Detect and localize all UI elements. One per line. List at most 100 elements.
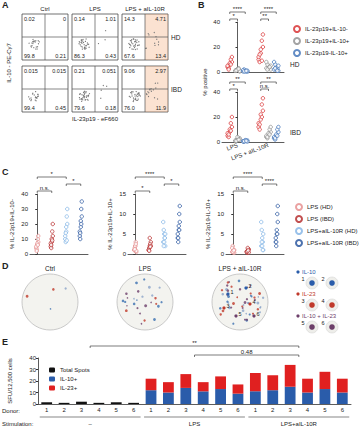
svg-text:LPS: LPS — [89, 6, 100, 12]
svg-text:40: 40 — [213, 19, 220, 25]
svg-text:86.3: 86.3 — [74, 53, 85, 59]
svg-text:5: 5 — [323, 407, 327, 413]
svg-text:5: 5 — [219, 407, 223, 413]
svg-text:30: 30 — [21, 206, 28, 212]
svg-text:IL-23p19-IL-10+: IL-23p19-IL-10+ — [305, 50, 348, 56]
svg-text:40: 40 — [21, 191, 28, 197]
svg-text:15: 15 — [217, 191, 224, 197]
svg-text:79.6: 79.6 — [74, 105, 85, 111]
svg-text:A: A — [2, 0, 9, 10]
svg-text:5: 5 — [123, 231, 127, 237]
svg-text:LPS (HD): LPS (HD) — [307, 204, 333, 210]
svg-text:C: C — [2, 167, 9, 177]
svg-text:0.18: 0.18 — [105, 105, 116, 111]
svg-text:LPS: LPS — [189, 421, 200, 427]
svg-text:3: 3 — [184, 407, 188, 413]
svg-text:1.01: 1.01 — [105, 16, 116, 22]
svg-text:% IL-23p19+IL-10+: % IL-23p19+IL-10+ — [107, 198, 113, 250]
svg-text:20: 20 — [21, 221, 28, 227]
svg-text:HD: HD — [171, 34, 181, 41]
svg-text:Donor:: Donor: — [2, 408, 20, 414]
svg-text:20: 20 — [213, 114, 220, 120]
svg-text:3: 3 — [227, 303, 230, 309]
svg-text:n.s.: n.s. — [260, 83, 270, 89]
svg-text:0.015: 0.015 — [52, 68, 66, 74]
svg-text:10: 10 — [217, 211, 224, 217]
svg-text:67.6: 67.6 — [124, 53, 135, 59]
svg-text:*: * — [232, 83, 235, 89]
svg-text:0.015: 0.015 — [24, 68, 38, 74]
svg-text:15: 15 — [119, 191, 126, 197]
svg-text:****: **** — [265, 178, 275, 184]
svg-text:30: 30 — [29, 367, 36, 373]
svg-text:IL-23+: IL-23+ — [60, 385, 78, 391]
svg-text:****: **** — [145, 171, 155, 177]
svg-text:1: 1 — [149, 407, 153, 413]
svg-text:**: ** — [192, 340, 197, 346]
svg-text:Ctrl: Ctrl — [40, 6, 49, 12]
svg-text:6: 6 — [132, 407, 136, 413]
svg-text:0.48: 0.48 — [241, 349, 253, 355]
svg-text:*: * — [170, 178, 173, 184]
svg-text:****: **** — [233, 6, 243, 12]
svg-text:0.21: 0.21 — [74, 68, 85, 74]
svg-text:2.97: 2.97 — [155, 68, 166, 74]
svg-text:20: 20 — [29, 378, 36, 384]
svg-text:n.s.: n.s. — [236, 185, 246, 191]
svg-text:****: **** — [243, 171, 253, 177]
svg-text:0: 0 — [63, 16, 66, 22]
svg-text:IL-23p19 - eF660: IL-23p19 - eF660 — [72, 116, 119, 122]
svg-text:4: 4 — [202, 407, 206, 413]
svg-text:IL-10+: IL-10+ — [60, 376, 78, 382]
svg-text:6: 6 — [257, 311, 260, 317]
svg-text:2: 2 — [62, 407, 66, 413]
svg-text:0: 0 — [123, 251, 127, 257]
svg-text:LPS+aIL-10R (IBD): LPS+aIL-10R (IBD) — [307, 240, 359, 246]
svg-text:3: 3 — [80, 407, 84, 413]
svg-text:B: B — [198, 0, 205, 10]
svg-text:4: 4 — [306, 407, 310, 413]
svg-text:*: * — [141, 185, 144, 191]
svg-text:2: 2 — [249, 283, 252, 289]
svg-text:76.0: 76.0 — [124, 105, 135, 111]
svg-text:10: 10 — [29, 390, 36, 396]
svg-text:LPS+aIL-10R (HD): LPS+aIL-10R (HD) — [307, 228, 358, 234]
svg-text:n.s.: n.s. — [40, 185, 50, 191]
svg-text:5: 5 — [301, 320, 304, 326]
svg-text:% positive: % positive — [202, 68, 208, 96]
svg-text:5: 5 — [239, 311, 242, 317]
svg-text:IL-10 - PE-Cy7: IL-10 - PE-Cy7 — [6, 43, 12, 83]
svg-text:Total Spots: Total Spots — [60, 367, 90, 373]
svg-text:4: 4 — [321, 298, 324, 304]
svg-text:0.45: 0.45 — [55, 105, 66, 111]
svg-text:*: * — [232, 13, 235, 19]
svg-text:HD: HD — [290, 61, 300, 68]
svg-text:2: 2 — [167, 407, 171, 413]
svg-text:1: 1 — [45, 407, 49, 413]
svg-text:IL-23: IL-23 — [302, 291, 316, 297]
svg-text:6: 6 — [236, 407, 240, 413]
svg-text:0: 0 — [217, 139, 221, 145]
svg-text:0: 0 — [25, 251, 29, 257]
svg-text:% IL-23p19-IL-10+: % IL-23p19-IL-10+ — [205, 199, 211, 249]
svg-text:E: E — [2, 337, 8, 347]
svg-text:10: 10 — [119, 211, 126, 217]
svg-text:0: 0 — [221, 251, 225, 257]
svg-text:4: 4 — [253, 299, 256, 305]
svg-text:6: 6 — [341, 407, 345, 413]
svg-text:**: ** — [235, 76, 240, 82]
svg-text:LPS (IBD): LPS (IBD) — [307, 216, 334, 222]
svg-text:99.4: 99.4 — [24, 105, 35, 111]
svg-text:40: 40 — [29, 355, 36, 361]
svg-text:LPS+aIL-10R: LPS+aIL-10R — [281, 421, 318, 427]
svg-text:3: 3 — [301, 298, 304, 304]
svg-text:0.02: 0.02 — [24, 16, 35, 22]
svg-text:IL-23p19+IL-10+: IL-23p19+IL-10+ — [305, 38, 350, 44]
svg-text:****: **** — [264, 6, 274, 12]
svg-text:0.21: 0.21 — [55, 53, 66, 59]
svg-text:0.051: 0.051 — [102, 68, 116, 74]
svg-text:10: 10 — [21, 236, 28, 242]
svg-text:14.3: 14.3 — [124, 16, 135, 22]
svg-text:0.14: 0.14 — [74, 16, 85, 22]
svg-text:SFU/12,500 cells: SFU/12,500 cells — [7, 358, 13, 404]
